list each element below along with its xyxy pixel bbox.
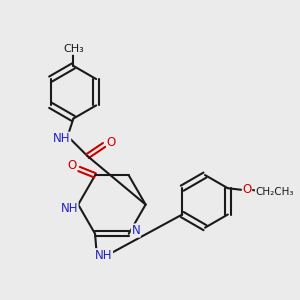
Text: NH: NH [53,132,70,145]
Text: O: O [67,159,76,172]
Text: O: O [242,183,252,196]
Text: NH: NH [61,202,78,215]
Text: O: O [106,136,116,149]
Text: NH: NH [95,249,112,262]
Text: CH₂CH₃: CH₂CH₃ [255,187,294,197]
Text: N: N [131,224,140,237]
Text: CH₃: CH₃ [63,44,84,54]
